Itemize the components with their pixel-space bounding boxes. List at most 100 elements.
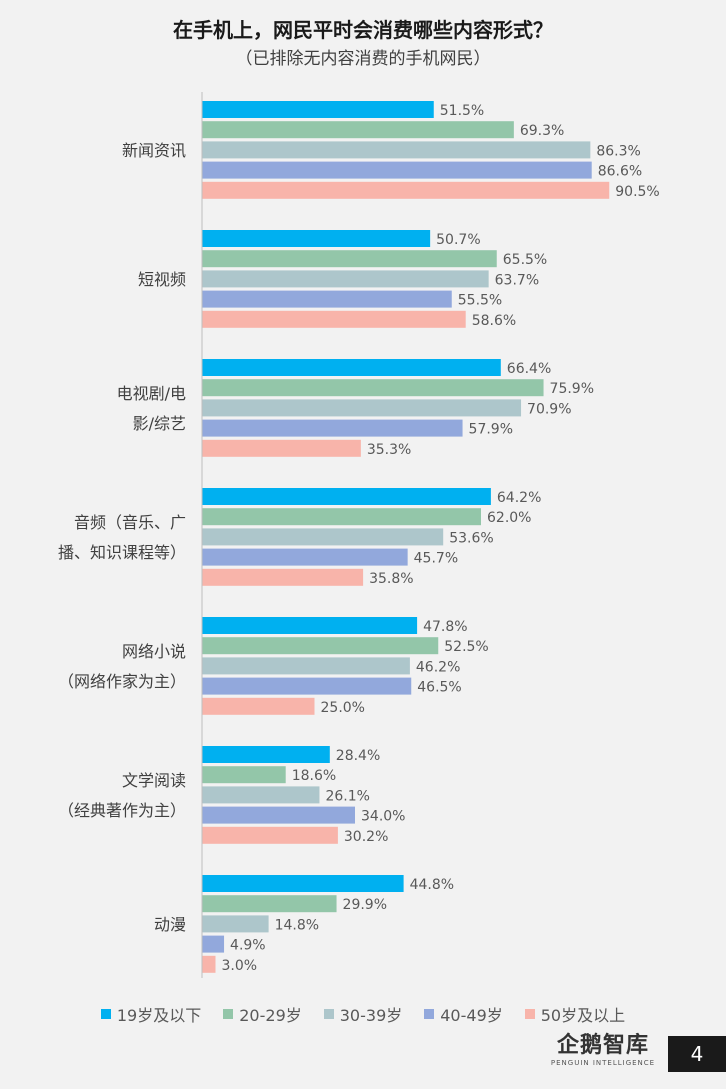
bar [202, 617, 418, 634]
bar [202, 488, 491, 505]
bar [202, 875, 404, 892]
bar [202, 657, 410, 675]
data-label: 52.5% [444, 639, 488, 655]
data-label: 34.0% [361, 809, 405, 825]
data-label: 62.0% [487, 510, 531, 526]
data-label: 25.0% [321, 700, 365, 716]
bar [202, 250, 497, 268]
data-label: 50.7% [436, 232, 480, 248]
bar [202, 677, 412, 695]
category-label: 影/综艺 [133, 414, 186, 433]
legend-label: 40-49岁 [440, 1006, 503, 1025]
data-label: 30.2% [344, 829, 388, 845]
legend-label: 20-29岁 [239, 1006, 302, 1025]
data-label: 3.0% [222, 958, 258, 974]
bar [202, 359, 501, 376]
data-label: 55.5% [458, 293, 502, 309]
data-label: 90.5% [615, 184, 659, 200]
data-label: 28.4% [336, 748, 380, 764]
legend-swatch [223, 1009, 234, 1019]
bar [202, 419, 463, 437]
category-label: 音频（音乐、广 [74, 513, 186, 532]
category-label: 网络小说 [122, 642, 186, 661]
data-label: 35.3% [367, 442, 411, 458]
data-label: 65.5% [503, 252, 547, 268]
legend-swatch [424, 1009, 435, 1019]
bar [202, 161, 592, 179]
data-label: 69.3% [520, 123, 564, 139]
bar [202, 399, 522, 417]
page-number: 4 [668, 1036, 726, 1072]
bar [202, 786, 320, 804]
data-label: 57.9% [469, 422, 513, 438]
data-label: 66.4% [507, 361, 551, 377]
data-label: 86.3% [596, 143, 640, 159]
category-label: 文学阅读 [122, 771, 186, 790]
category-label: 电视剧/电 [117, 384, 186, 403]
bar [202, 935, 225, 953]
logo-subtext: PENGUIN INTELLIGENCE [550, 1059, 656, 1067]
bar [202, 181, 610, 199]
legend-swatch [524, 1009, 535, 1019]
data-label: 35.8% [369, 571, 413, 587]
data-label: 14.8% [275, 917, 319, 933]
bar [202, 121, 514, 139]
legend-item: 40-49岁 [424, 1002, 503, 1026]
bar [202, 955, 216, 973]
legend-item: 50岁及以上 [524, 1002, 626, 1026]
bar-chart: 新闻资讯 51.5% 69.3% 86.3% 86.6% 90.5% 短视频 50.7% 65.… [58, 92, 660, 978]
category-label: 动漫 [154, 915, 186, 934]
data-label: 18.6% [292, 768, 336, 784]
logo-text: 企鹅智库 [556, 1033, 649, 1058]
bar [202, 637, 439, 655]
bar [202, 508, 481, 526]
bar [202, 290, 452, 308]
bar [202, 270, 489, 288]
bar [202, 806, 355, 824]
data-label: 46.5% [417, 680, 461, 696]
legend-item: 30-39岁 [323, 1002, 403, 1026]
category-label: 新闻资讯 [122, 141, 186, 160]
data-label: 64.2% [497, 490, 541, 506]
data-label: 47.8% [423, 619, 467, 635]
data-label: 86.6% [598, 164, 642, 180]
data-label: 4.9% [230, 938, 266, 954]
data-label: 63.7% [495, 272, 539, 288]
category-label: 播、知识课程等） [58, 543, 186, 562]
data-label: 53.6% [449, 530, 493, 546]
legend-item: 20-29岁 [223, 1002, 302, 1026]
bar [202, 568, 364, 586]
bar [202, 746, 330, 763]
data-label: 29.9% [343, 897, 387, 913]
chart-subtitle: （已排除无内容消费的手机网民） [235, 49, 491, 69]
bar [202, 101, 434, 118]
bar [202, 230, 431, 247]
bar [202, 310, 466, 328]
bar [202, 766, 286, 784]
bar [202, 915, 269, 933]
bar [202, 697, 315, 715]
data-label: 75.9% [550, 381, 594, 397]
bar [202, 895, 337, 913]
data-label: 51.5% [440, 103, 484, 119]
bar [202, 548, 408, 566]
legend-label: 19岁及以下 [116, 1006, 202, 1025]
data-label: 44.8% [410, 877, 454, 893]
legend-swatch [323, 1009, 334, 1019]
category-label: 短视频 [138, 270, 186, 289]
chart-title: 在手机上，网民平时会消费哪些内容形式？ [173, 18, 553, 42]
data-label: 45.7% [414, 551, 458, 567]
data-label: 58.6% [472, 313, 516, 329]
bar [202, 439, 361, 457]
penguin-intelligence-logo: 企鹅智库 PENGUIN INTELLIGENCE [548, 1033, 658, 1077]
bar [202, 826, 338, 844]
legend-swatch [100, 1009, 111, 1019]
category-label: （经典著作为主） [58, 801, 186, 820]
legend-item: 19岁及以下 [100, 1002, 202, 1026]
legend: 19岁及以下 20-29岁 30-39岁 40-49岁 50岁及以上 [0, 1002, 726, 1026]
data-label: 46.2% [416, 659, 460, 675]
legend-label: 50岁及以上 [540, 1006, 626, 1025]
bar [202, 379, 544, 397]
bar [202, 141, 591, 159]
legend-label: 30-39岁 [339, 1006, 403, 1025]
